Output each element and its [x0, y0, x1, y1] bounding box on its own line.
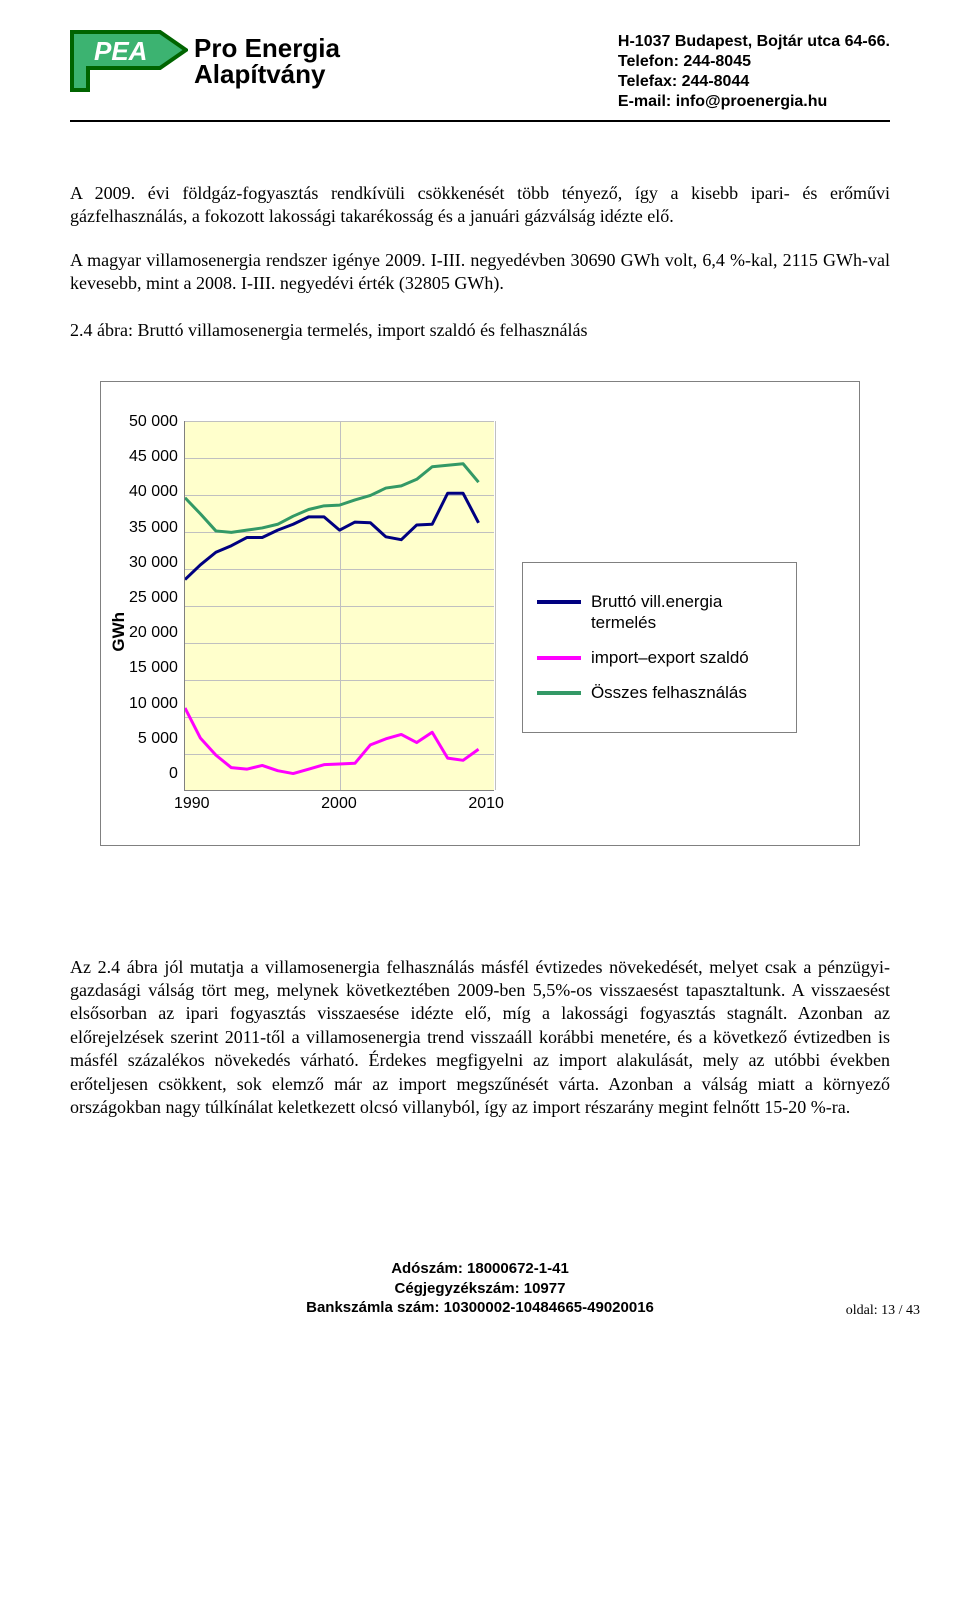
ytick: 50 000 [129, 413, 178, 431]
xtick: 1990 [174, 795, 210, 813]
logo-line2: Alapítvány [194, 61, 340, 87]
logo-block: PEA Pro Energia Alapítvány [70, 30, 618, 92]
ytick: 20 000 [129, 624, 178, 642]
legend-swatch-osszes [537, 691, 581, 695]
ytick: 40 000 [129, 483, 178, 501]
legend-label-import: import–export szaldó [591, 647, 749, 668]
xtick: 2010 [468, 795, 504, 813]
legend-label-osszes: Összes felhasználás [591, 682, 747, 703]
legend-item-import: import–export szaldó [537, 647, 782, 668]
x-tick-labels: 1990 2000 2010 [174, 791, 504, 813]
legend-swatch-brutto [537, 600, 581, 604]
contact-tel: Telefon: 244-8045 [618, 52, 890, 72]
logo-line1: Pro Energia [194, 35, 340, 61]
chart-lines [185, 421, 494, 790]
ytick: 0 [169, 765, 178, 783]
legend-item-osszes: Összes felhasználás [537, 682, 782, 703]
ytick: 25 000 [129, 589, 178, 607]
contact-email: E-mail: info@proenergia.hu [618, 92, 890, 112]
legend-swatch-import [537, 656, 581, 660]
chart-legend: Bruttó vill.energia termelés import–expo… [522, 562, 797, 733]
logo-badge: PEA [70, 30, 188, 92]
paragraph-2: A magyar villamosenergia rendszer igénye… [70, 249, 890, 296]
ytick: 30 000 [129, 554, 178, 572]
footer: Adószám: 18000672-1-41 Cégjegyzékszám: 1… [70, 1259, 890, 1318]
series-import [185, 708, 479, 774]
y-axis-label: GWh [109, 582, 129, 652]
ytick: 10 000 [129, 695, 178, 713]
ytick: 15 000 [129, 659, 178, 677]
paragraph-3: Az 2.4 ábra jól mutatja a villamosenergi… [70, 956, 890, 1120]
logo-abbr: PEA [94, 36, 147, 66]
legend-item-brutto: Bruttó vill.energia termelés [537, 591, 782, 634]
ytick: 45 000 [129, 448, 178, 466]
contact-fax: Telefax: 244-8044 [618, 72, 890, 92]
contact-address: H-1037 Budapest, Bojtár utca 64-66. [618, 32, 890, 52]
chart-plot-area [184, 421, 494, 791]
xtick: 2000 [321, 795, 357, 813]
ytick: 5 000 [138, 730, 178, 748]
footer-reg: Cégjegyzékszám: 10977 [70, 1279, 890, 1299]
legend-label-brutto: Bruttó vill.energia termelés [591, 591, 782, 634]
y-tick-labels: 50 000 45 000 40 000 35 000 30 000 25 000 20 0… [129, 413, 184, 783]
ytick: 35 000 [129, 519, 178, 537]
chart-caption: 2.4 ábra: Bruttó villamosenergia termelé… [70, 320, 890, 341]
page-number: oldal: 13 / 43 [846, 1302, 920, 1320]
contact-block: H-1037 Budapest, Bojtár utca 64-66. Tele… [618, 30, 890, 112]
logo-text: Pro Energia Alapítvány [194, 35, 340, 87]
paragraph-1: A 2009. évi földgáz-fogyasztás rendkívül… [70, 182, 890, 229]
footer-tax: Adószám: 18000672-1-41 [70, 1259, 890, 1279]
footer-bank: Bankszámla szám: 10300002-10484665-49020… [70, 1298, 890, 1318]
logo-arrow-icon: PEA [70, 30, 188, 92]
letterhead: PEA Pro Energia Alapítvány H-1037 Budape… [70, 30, 890, 122]
chart-frame: GWh 50 000 45 000 40 000 35 000 30 000 25 000… [100, 381, 860, 846]
